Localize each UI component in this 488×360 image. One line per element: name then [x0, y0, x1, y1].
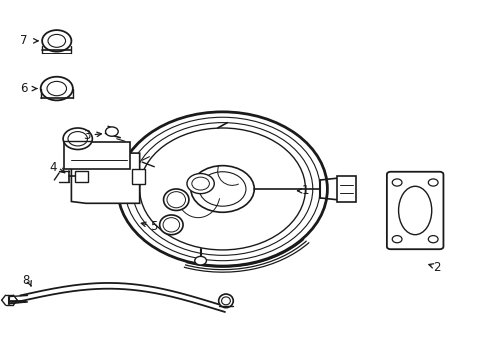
Polygon shape [71, 153, 140, 203]
Ellipse shape [163, 218, 179, 232]
Circle shape [191, 177, 209, 190]
Text: 2: 2 [432, 261, 440, 274]
Bar [132, 169, 144, 184]
Text: 6: 6 [20, 82, 28, 95]
Ellipse shape [221, 297, 230, 305]
Circle shape [47, 81, 66, 96]
Circle shape [190, 166, 254, 212]
Circle shape [391, 235, 401, 243]
Circle shape [199, 172, 245, 206]
Circle shape [68, 132, 87, 146]
Circle shape [63, 128, 92, 149]
Ellipse shape [163, 189, 188, 211]
Circle shape [118, 112, 327, 266]
Circle shape [41, 77, 73, 100]
Text: 1: 1 [301, 184, 308, 197]
Circle shape [48, 35, 65, 47]
Ellipse shape [398, 186, 431, 235]
Circle shape [125, 117, 320, 261]
Bar [336, 176, 355, 202]
FancyBboxPatch shape [386, 172, 443, 249]
Ellipse shape [166, 192, 185, 208]
Circle shape [42, 30, 71, 51]
Circle shape [427, 179, 437, 186]
Ellipse shape [218, 294, 233, 308]
Text: 4: 4 [49, 161, 57, 174]
Text: 7: 7 [20, 34, 28, 48]
Text: 5: 5 [150, 220, 158, 233]
Polygon shape [64, 142, 130, 169]
Circle shape [105, 127, 118, 136]
Circle shape [194, 256, 206, 265]
Circle shape [186, 174, 214, 194]
Bar [75, 171, 88, 182]
Circle shape [140, 128, 305, 250]
Ellipse shape [159, 215, 183, 235]
Text: 3: 3 [82, 129, 90, 142]
Text: 8: 8 [22, 274, 30, 287]
Circle shape [427, 235, 437, 243]
Circle shape [132, 123, 312, 255]
Circle shape [391, 179, 401, 186]
